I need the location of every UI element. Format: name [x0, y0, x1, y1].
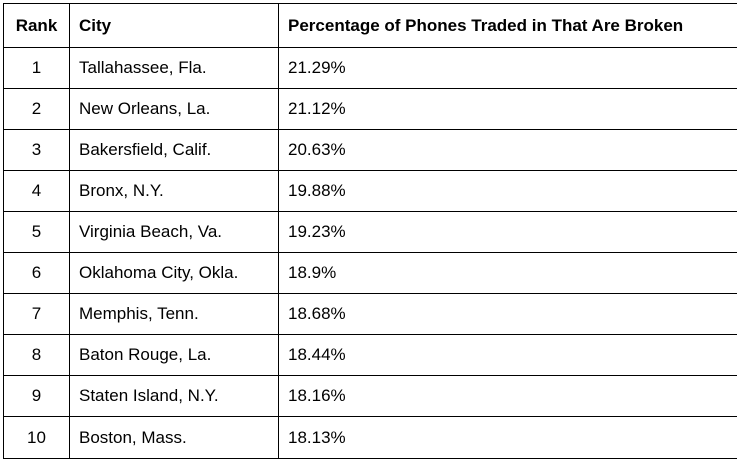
percentage-cell: 19.88%: [278, 170, 737, 212]
rank-cell: 5: [3, 211, 70, 253]
rank-cell: 1: [3, 47, 70, 89]
percentage-cell: 18.44%: [278, 334, 737, 376]
table-body: 1 Tallahassee, Fla. 21.29% 2 New Orleans…: [3, 47, 737, 459]
rank-cell: 8: [3, 334, 70, 376]
percentage-cell: 20.63%: [278, 129, 737, 171]
header-rank: Rank: [3, 3, 70, 48]
table-row: 5 Virginia Beach, Va. 19.23%: [3, 211, 737, 253]
table-row: 9 Staten Island, N.Y. 18.16%: [3, 375, 737, 417]
percentage-cell: 18.16%: [278, 375, 737, 417]
percentage-cell: 18.68%: [278, 293, 737, 335]
table-row: 8 Baton Rouge, La. 18.44%: [3, 334, 737, 376]
table-row: 6 Oklahoma City, Okla. 18.9%: [3, 252, 737, 294]
city-cell: Bakersfield, Calif.: [69, 129, 279, 171]
percentage-cell: 21.12%: [278, 88, 737, 130]
city-cell: Tallahassee, Fla.: [69, 47, 279, 89]
rank-cell: 6: [3, 252, 70, 294]
rank-cell: 4: [3, 170, 70, 212]
header-city: City: [69, 3, 279, 48]
percentage-cell: 18.13%: [278, 416, 737, 459]
header-percentage: Percentage of Phones Traded in That Are …: [278, 3, 737, 48]
city-cell: Virginia Beach, Va.: [69, 211, 279, 253]
table-row: 4 Bronx, N.Y. 19.88%: [3, 170, 737, 212]
rank-cell: 10: [3, 416, 70, 459]
rank-cell: 2: [3, 88, 70, 130]
percentage-cell: 18.9%: [278, 252, 737, 294]
percentage-cell: 21.29%: [278, 47, 737, 89]
table-row: 2 New Orleans, La. 21.12%: [3, 88, 737, 130]
table-header: Rank City Percentage of Phones Traded in…: [3, 3, 737, 48]
table-container: Rank City Percentage of Phones Traded in…: [3, 3, 737, 459]
city-cell: Oklahoma City, Okla.: [69, 252, 279, 294]
city-cell: Bronx, N.Y.: [69, 170, 279, 212]
rank-cell: 9: [3, 375, 70, 417]
rank-cell: 7: [3, 293, 70, 335]
broken-phones-table: Rank City Percentage of Phones Traded in…: [3, 3, 737, 459]
percentage-cell: 19.23%: [278, 211, 737, 253]
header-row: Rank City Percentage of Phones Traded in…: [3, 3, 737, 48]
city-cell: Staten Island, N.Y.: [69, 375, 279, 417]
city-cell: Boston, Mass.: [69, 416, 279, 459]
city-cell: New Orleans, La.: [69, 88, 279, 130]
table-row: 7 Memphis, Tenn. 18.68%: [3, 293, 737, 335]
rank-cell: 3: [3, 129, 70, 171]
table-row: 1 Tallahassee, Fla. 21.29%: [3, 47, 737, 89]
city-cell: Baton Rouge, La.: [69, 334, 279, 376]
table-row: 10 Boston, Mass. 18.13%: [3, 416, 737, 459]
table-row: 3 Bakersfield, Calif. 20.63%: [3, 129, 737, 171]
city-cell: Memphis, Tenn.: [69, 293, 279, 335]
